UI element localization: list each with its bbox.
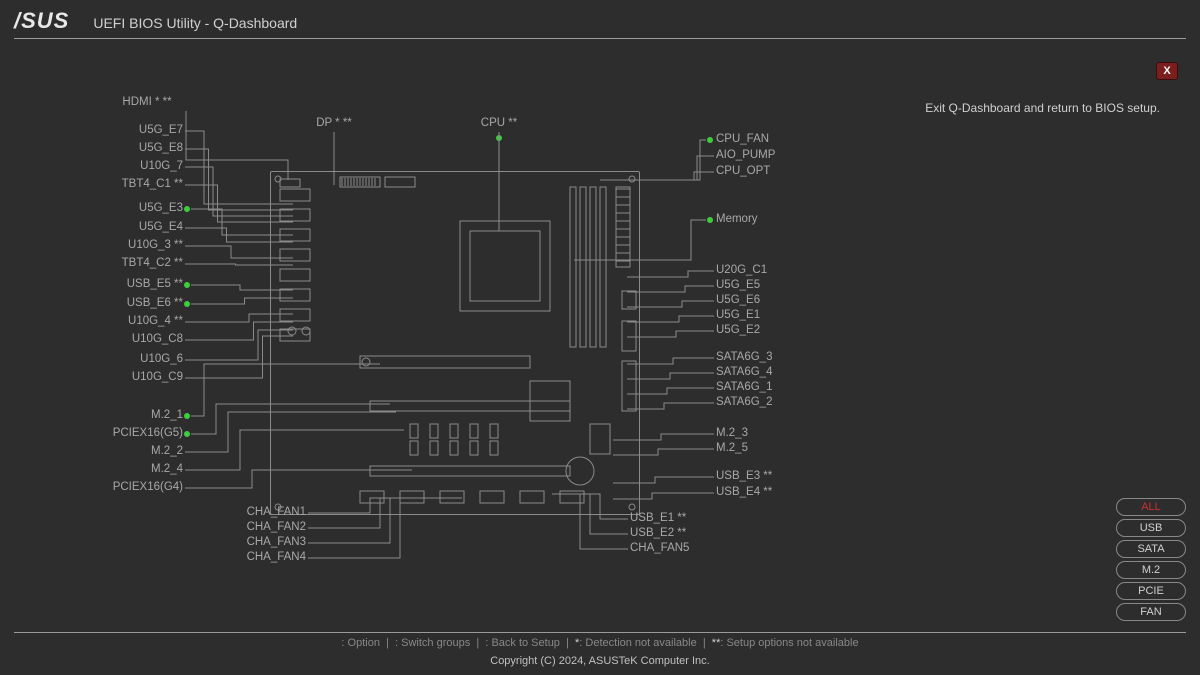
footer-hints: : Option | : Switch groups | : Back to S… [0,637,1200,649]
port-u10g_7[interactable]: U10G_7 [140,160,183,172]
port-sata1[interactable]: SATA6G_1 [716,381,772,393]
filter-pcie[interactable]: PCIE [1116,582,1186,600]
filter-all[interactable]: ALL [1116,498,1186,516]
port-usb_e1[interactable]: USB_E1 ** [630,512,686,524]
header-divider [14,38,1186,39]
port-usb_e5[interactable]: USB_E5 ** [127,278,183,290]
port-pciex16g5[interactable]: PCIEX16(G5) [113,427,183,439]
port-cpu_opt[interactable]: CPU_OPT [716,165,770,177]
port-pciex16g4[interactable]: PCIEX16(G4) [113,481,183,493]
port-cpu[interactable]: CPU ** [459,117,539,129]
port-cha5[interactable]: CHA_FAN5 [630,542,689,554]
port-u20g_c1[interactable]: U20G_C1 [716,264,767,276]
filter-group: ALL USB SATA M.2 PCIE FAN [1116,498,1186,621]
port-usb_e4[interactable]: USB_E4 ** [716,486,772,498]
port-m2_3[interactable]: M.2_3 [716,427,748,439]
port-tbt4c1[interactable]: TBT4_C1 ** [122,178,183,190]
port-u10g_6[interactable]: U10G_6 [140,353,183,365]
port-sata3[interactable]: SATA6G_3 [716,351,772,363]
copyright: Copyright (C) 2024, ASUSTeK Computer Inc… [0,655,1200,667]
page-title: UEFI BIOS Utility - Q-Dashboard [93,15,297,31]
port-sata4[interactable]: SATA6G_4 [716,366,772,378]
footer-divider [14,632,1186,633]
port-u5g_e1[interactable]: U5G_E1 [716,309,760,321]
port-aio[interactable]: AIO_PUMP [716,149,775,161]
port-u5g_e6[interactable]: U5G_E6 [716,294,760,306]
port-u10g_c9[interactable]: U10G_C9 [132,371,183,383]
port-usb_e3[interactable]: USB_E3 ** [716,470,772,482]
port-u5g_e8[interactable]: U5G_E8 [139,142,183,154]
port-sata2[interactable]: SATA6G_2 [716,396,772,408]
port-cha3[interactable]: CHA_FAN3 [247,536,306,548]
port-u10g_c8[interactable]: U10G_C8 [132,333,183,345]
port-u5g_e2[interactable]: U5G_E2 [716,324,760,336]
port-usb_e2[interactable]: USB_E2 ** [630,527,686,539]
filter-m2[interactable]: M.2 [1116,561,1186,579]
port-memory[interactable]: Memory [716,213,758,225]
port-hdmi[interactable]: HDMI * ** [107,96,187,108]
port-u5g_e4[interactable]: U5G_E4 [139,221,183,233]
header: /SUS UEFI BIOS Utility - Q-Dashboard [14,8,1186,34]
port-cha1[interactable]: CHA_FAN1 [247,506,306,518]
port-u5g_e5[interactable]: U5G_E5 [716,279,760,291]
port-m2_4[interactable]: M.2_4 [151,463,183,475]
motherboard-diagram [270,171,640,515]
port-cha2[interactable]: CHA_FAN2 [247,521,306,533]
port-dp[interactable]: DP * ** [294,117,374,129]
brand-logo: /SUS [14,8,69,34]
port-u10g_4[interactable]: U10G_4 ** [128,315,183,327]
port-cha4[interactable]: CHA_FAN4 [247,551,306,563]
filter-fan[interactable]: FAN [1116,603,1186,621]
port-m2_5[interactable]: M.2_5 [716,442,748,454]
filter-usb[interactable]: USB [1116,519,1186,537]
port-usb_e6[interactable]: USB_E6 ** [127,297,183,309]
port-u5g_e7[interactable]: U5G_E7 [139,124,183,136]
exit-message: Exit Q-Dashboard and return to BIOS setu… [925,101,1160,115]
port-u5g_e3[interactable]: U5G_E3 [139,202,183,214]
port-cpu_fan[interactable]: CPU_FAN [716,133,769,145]
port-m2_2[interactable]: M.2_2 [151,445,183,457]
port-u10g_3[interactable]: U10G_3 ** [128,239,183,251]
close-button[interactable]: X [1156,62,1178,80]
port-tbt4c2[interactable]: TBT4_C2 ** [122,257,183,269]
port-m2_1[interactable]: M.2_1 [151,409,183,421]
filter-sata[interactable]: SATA [1116,540,1186,558]
